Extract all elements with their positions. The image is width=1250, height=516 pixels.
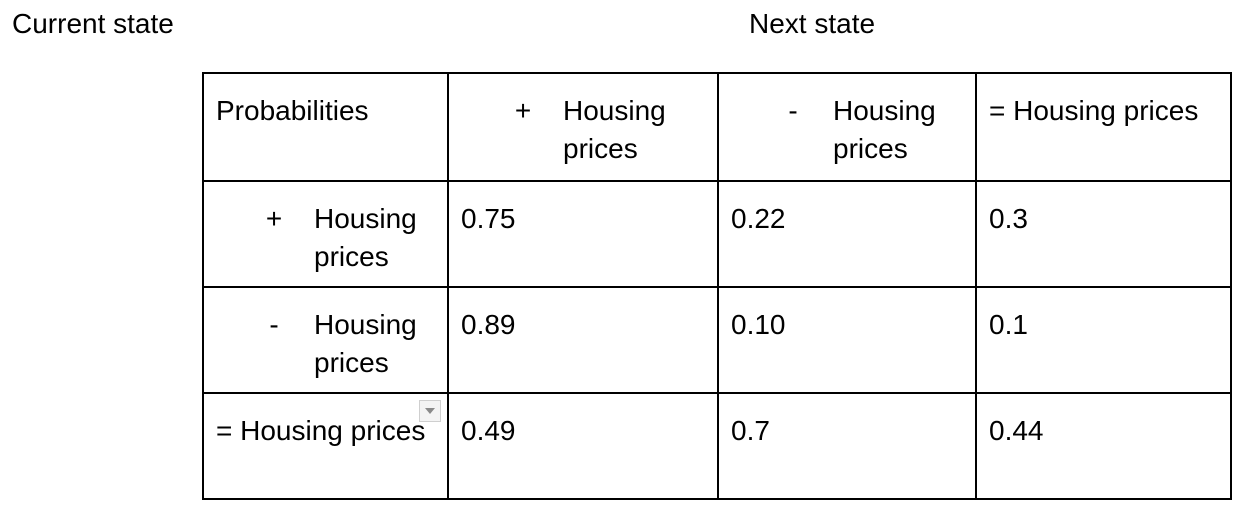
table-cell[interactable]: 0.75: [447, 180, 719, 288]
table-cell[interactable]: 0.22: [717, 180, 977, 288]
table-header-row: Probabilities + Housing prices - Housing…: [202, 72, 1232, 182]
row-header-increase[interactable]: + Housing prices: [202, 180, 449, 288]
cell-value: 0.49: [461, 415, 516, 446]
table-row: - Housing prices 0.89 0.10 0.1: [202, 286, 1232, 394]
row-header-label: = Housing prices: [216, 415, 426, 446]
minus-marker: -: [269, 309, 279, 340]
table-cell[interactable]: 0.44: [975, 392, 1232, 500]
table-row: + Housing prices 0.75 0.22 0.3: [202, 180, 1232, 288]
table-cell[interactable]: 0.89: [447, 286, 719, 394]
table-cell[interactable]: 0.1: [975, 286, 1232, 394]
column-header-label: = Housing prices: [989, 95, 1199, 126]
minus-marker: -: [788, 95, 798, 126]
column-header-decrease[interactable]: - Housing prices: [717, 72, 977, 182]
column-header-increase[interactable]: + Housing prices: [447, 72, 719, 182]
cell-value: 0.10: [731, 309, 786, 340]
corner-label: Probabilities: [216, 95, 369, 126]
next-state-label: Next state: [749, 8, 876, 39]
cell-value: 0.75: [461, 203, 516, 234]
table-row: = Housing prices 0.49 0.7 0.44: [202, 392, 1232, 500]
row-header-label: Housing prices: [314, 309, 417, 378]
row-header-decrease[interactable]: - Housing prices: [202, 286, 449, 394]
table-cell[interactable]: 0.49: [447, 392, 719, 500]
table-cell[interactable]: 0.3: [975, 180, 1232, 288]
cell-value: 0.89: [461, 309, 516, 340]
table-cell[interactable]: 0.10: [717, 286, 977, 394]
cell-value: 0.1: [989, 309, 1028, 340]
plus-marker: +: [265, 203, 283, 234]
cell-value: 0.22: [731, 203, 786, 234]
cell-value: 0.7: [731, 415, 770, 446]
row-header-label: Housing prices: [314, 203, 417, 272]
current-state-label: Current state: [12, 8, 174, 39]
table-corner-cell[interactable]: Probabilities: [202, 72, 449, 182]
chevron-down-icon[interactable]: [419, 400, 441, 422]
plus-marker: +: [514, 95, 532, 126]
row-header-equal[interactable]: = Housing prices: [202, 392, 449, 500]
column-header-label: Housing prices: [563, 95, 666, 164]
column-header-equal[interactable]: = Housing prices: [975, 72, 1232, 182]
cell-value: 0.3: [989, 203, 1028, 234]
column-header-label: Housing prices: [833, 95, 936, 164]
probability-table: Probabilities + Housing prices - Housing…: [202, 72, 1232, 500]
cell-value: 0.44: [989, 415, 1044, 446]
table-cell[interactable]: 0.7: [717, 392, 977, 500]
